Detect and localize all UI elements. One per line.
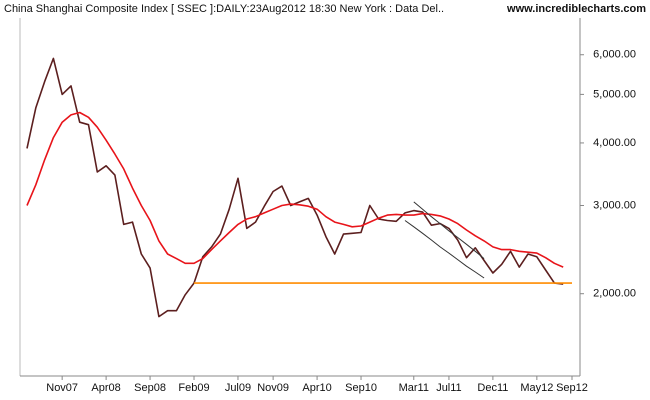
- x-tick-label: Nov09: [257, 382, 289, 394]
- source: www.incrediblecharts.com: [506, 3, 646, 15]
- x-tick-label: Sep12: [556, 382, 588, 394]
- x-tick-label: Nov07: [46, 382, 78, 394]
- x-tick-label: Mar11: [399, 382, 429, 394]
- x-tick-label: Jul11: [436, 382, 461, 394]
- y-tick-label: 3,000.00: [593, 199, 636, 211]
- y-tick-label: 6,000.00: [593, 49, 636, 61]
- x-tick-label: Feb09: [178, 382, 209, 394]
- x-tick-label: Sep10: [345, 382, 377, 394]
- x-tick-label: May12: [520, 382, 553, 394]
- x-tick-label: Jul09: [225, 382, 251, 394]
- y-tick-label: 4,000.00: [593, 137, 636, 149]
- x-tick-label: Apr10: [302, 382, 331, 394]
- y-tick-label: 5,000.00: [593, 88, 636, 100]
- x-tick-label: Dec11: [477, 382, 508, 394]
- series-line: [404, 220, 485, 279]
- x-tick-label: Sep08: [134, 382, 166, 394]
- chart-title: China Shanghai Composite Index [ SSEC ]:…: [4, 3, 444, 15]
- x-tick-label: Apr08: [91, 382, 120, 394]
- series-line: [26, 111, 564, 268]
- y-tick-label: 2,000.00: [593, 288, 636, 300]
- series-line: [413, 201, 485, 259]
